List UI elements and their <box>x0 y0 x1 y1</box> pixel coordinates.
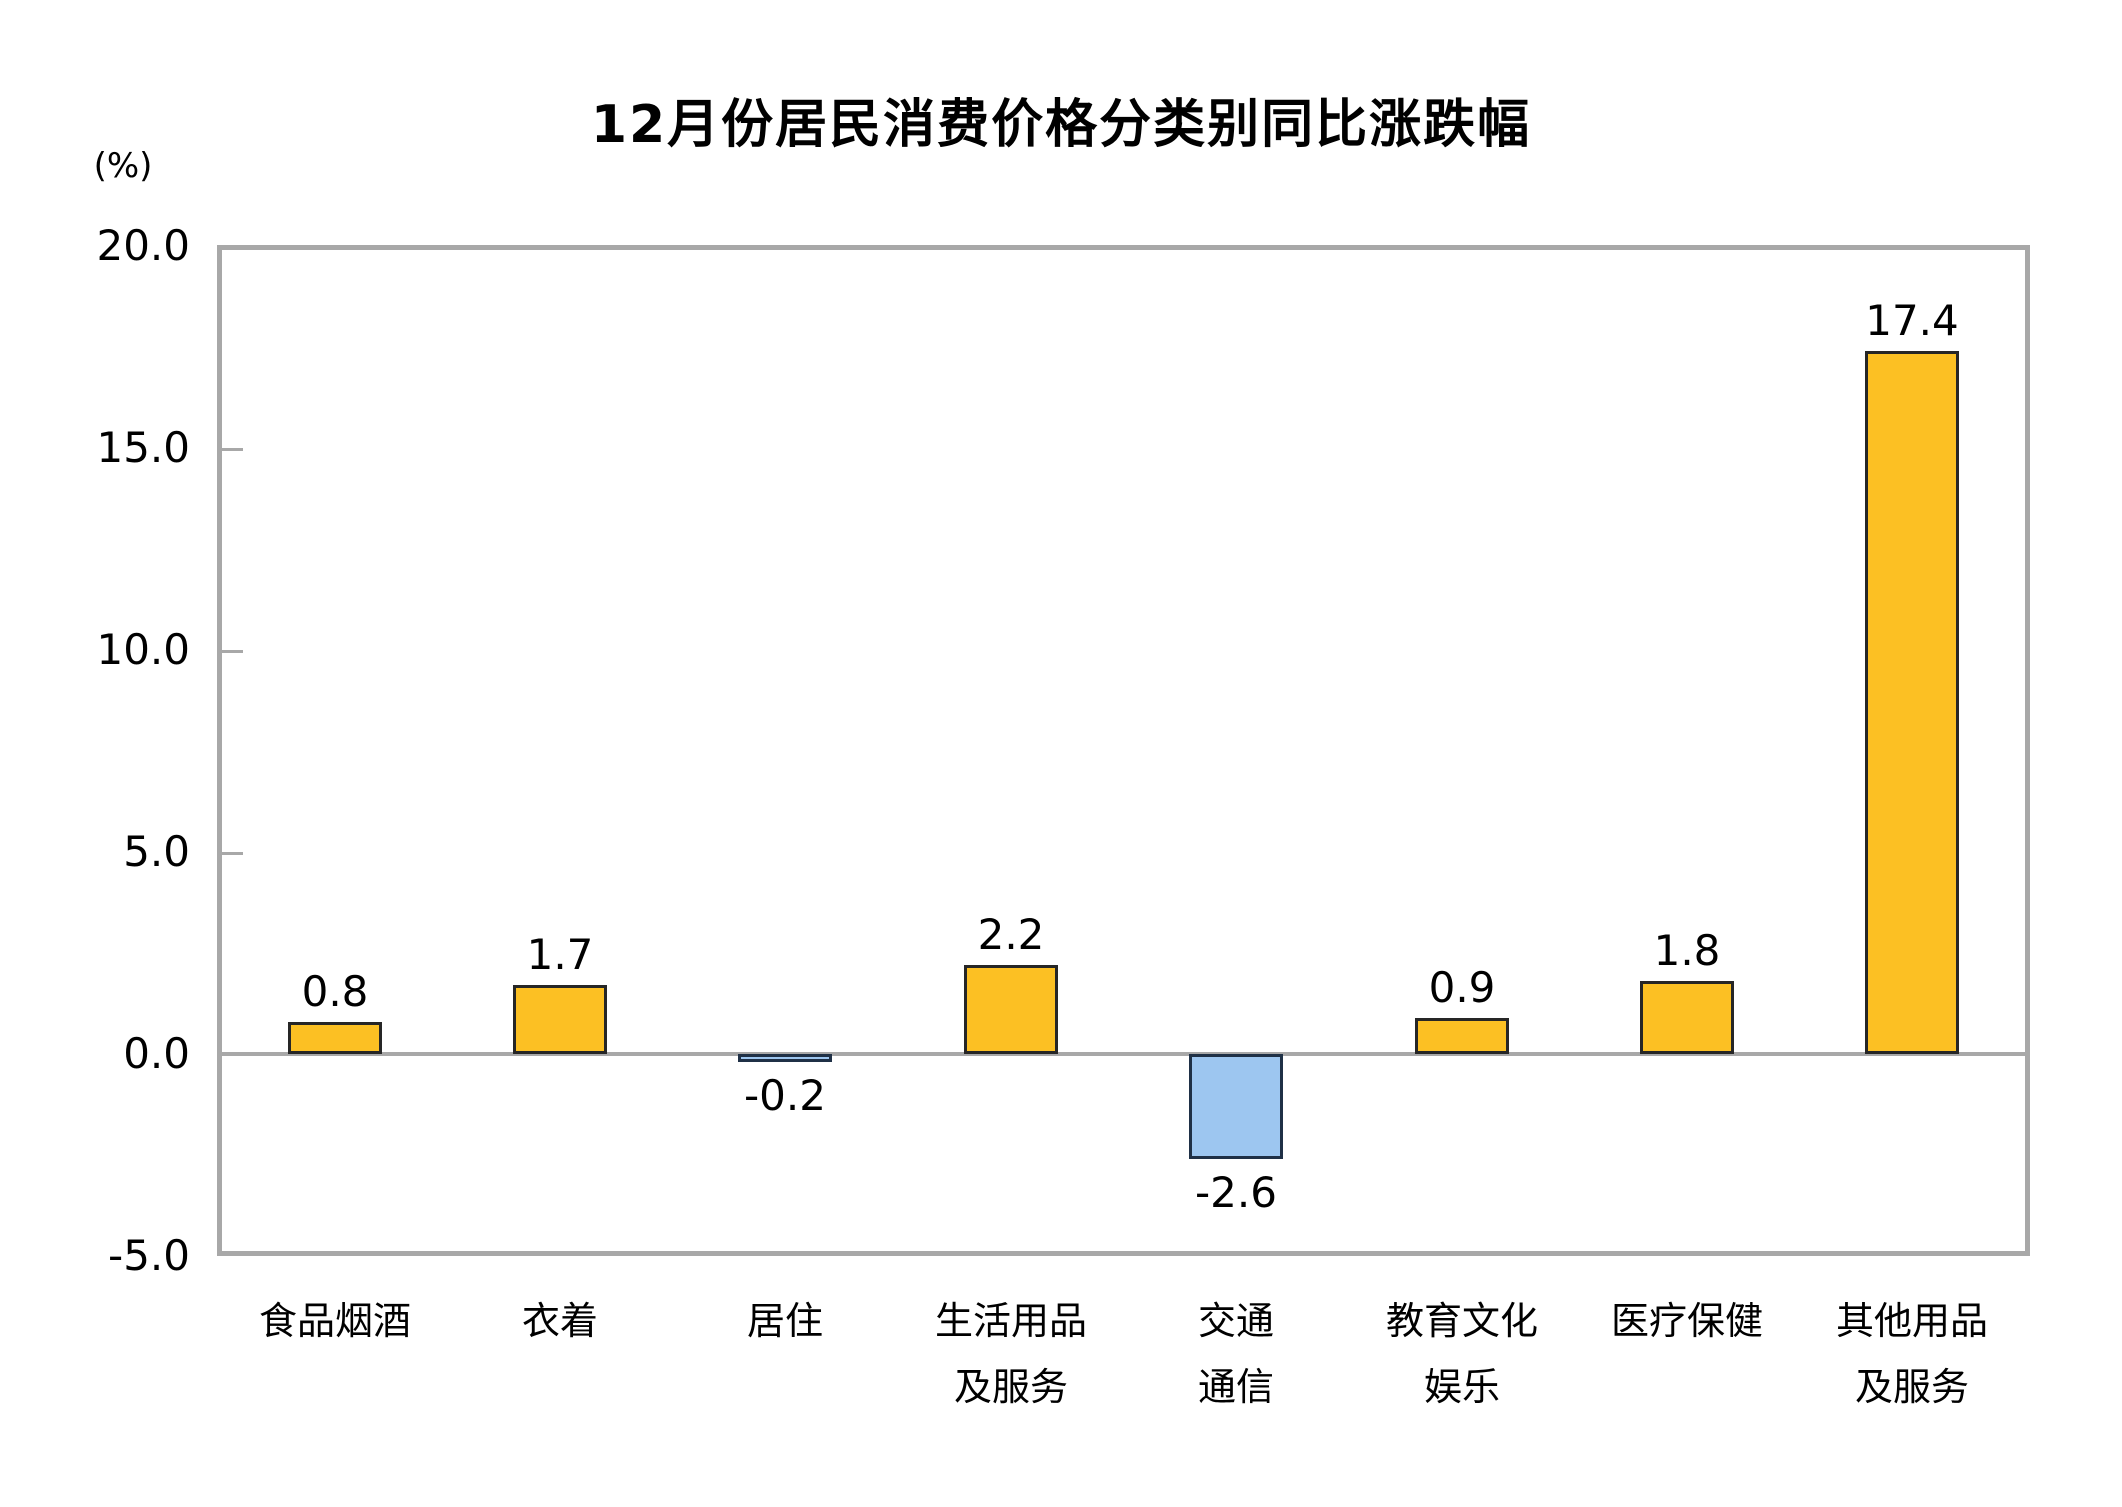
x-axis-category-label-line: 娱乐 <box>1423 1365 1500 1409</box>
x-axis-category-label-line: 其他用品 <box>1835 1299 1988 1343</box>
x-axis-category-label-line: 及服务 <box>953 1365 1068 1409</box>
x-axis-category-label-5: 教育文化 娱乐 <box>1297 1288 1627 1420</box>
bar-value-label-2: -0.2 <box>744 1071 826 1120</box>
y-axis-tick-label-10: 10.0 <box>96 625 190 674</box>
bar-3 <box>964 965 1058 1054</box>
zero-axis-line <box>222 1052 2025 1056</box>
x-axis-category-label-line: 食品烟酒 <box>258 1299 411 1343</box>
x-axis-category-label-7: 其他用品 及服务 <box>1747 1288 2077 1420</box>
y-axis-unit-label: (%) <box>93 146 153 186</box>
x-axis-category-label-4: 交通 通信 <box>1071 1288 1401 1420</box>
x-axis-category-label-line: 医疗保健 <box>1610 1299 1763 1343</box>
bar-value-label-4: -2.6 <box>1195 1168 1277 1217</box>
bar-6 <box>1640 981 1734 1054</box>
bar-5 <box>1415 1018 1509 1054</box>
x-axis-category-label-line: 教育文化 <box>1385 1299 1538 1343</box>
y-axis-tick-label-0: 0.0 <box>123 1029 190 1078</box>
bar-value-label-3: 2.2 <box>977 910 1045 959</box>
x-axis-category-label-line: 通信 <box>1197 1365 1274 1409</box>
bar-value-label-0: 0.8 <box>301 967 369 1016</box>
x-axis-category-label-0: 食品烟酒 <box>170 1288 500 1354</box>
y-axis-tick-mark <box>217 650 243 653</box>
bar-value-label-5: 0.9 <box>1428 963 1496 1012</box>
y-axis-tick-mark <box>217 448 243 451</box>
bar-value-label-1: 1.7 <box>526 930 594 979</box>
x-axis-category-label-line: 及服务 <box>1854 1365 1969 1409</box>
x-axis-category-label-line: 衣着 <box>521 1299 598 1343</box>
bar-0 <box>288 1022 382 1054</box>
x-axis-category-label-line: 交通 <box>1197 1299 1274 1343</box>
bar-7 <box>1865 351 1959 1054</box>
bar-4 <box>1189 1054 1283 1159</box>
bar-2 <box>738 1054 832 1062</box>
y-axis-tick-mark <box>217 852 243 855</box>
y-axis-tick-label-5: 5.0 <box>123 827 190 876</box>
x-axis-category-label-line: 生活用品 <box>934 1299 1087 1343</box>
plot-area: 0.8 1.7 -0.2 2.2 -2.6 0.9 1.8 17.4 <box>217 245 2030 1256</box>
x-axis-category-label-1: 衣着 <box>395 1288 725 1354</box>
chart-title: 12月份居民消费价格分类别同比涨跌幅 <box>590 95 1532 155</box>
y-axis-tick-label-neg5: -5.0 <box>108 1231 190 1280</box>
y-axis-tick-label-15: 15.0 <box>96 423 190 472</box>
x-axis-category-label-2: 居住 <box>620 1288 950 1354</box>
y-axis-tick-label-20: 20.0 <box>96 221 190 270</box>
bar-1 <box>513 985 607 1054</box>
bar-value-label-6: 1.8 <box>1653 926 1721 975</box>
bar-value-label-7: 17.4 <box>1865 296 1959 345</box>
x-axis-category-label-line: 居住 <box>746 1299 823 1343</box>
x-axis-category-label-3: 生活用品 及服务 <box>846 1288 1176 1420</box>
x-axis-category-label-6: 医疗保健 <box>1522 1288 1852 1354</box>
